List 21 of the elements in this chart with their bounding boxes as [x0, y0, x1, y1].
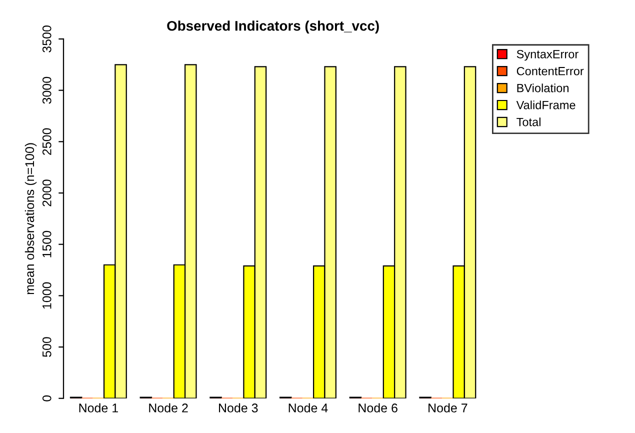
x-tick-label: Node 7	[428, 403, 468, 412]
x-tick-label: Node 6	[358, 403, 398, 412]
y-tick-label: 500	[42, 337, 52, 357]
y-tick-label: 2000	[42, 180, 52, 206]
y-tick-label: 1500	[42, 230, 52, 258]
y-tick-label: 3500	[42, 26, 52, 52]
legend-label: Total	[516, 118, 540, 126]
legend-label: ContentError	[516, 66, 584, 76]
y-tick-label: 3000	[42, 76, 52, 104]
y-tick-label: 2500	[42, 128, 52, 155]
y-axis-title: mean observations (n=100)	[24, 143, 37, 294]
y-tick-label: 1000	[42, 282, 52, 309]
x-tick-label: Node 4	[288, 403, 328, 412]
y-tick-label: 0	[42, 395, 52, 402]
legend-label: BViolation	[517, 84, 568, 92]
legend-label: ValidFrame	[516, 100, 576, 110]
chart-title: Observed Indicators (short_vcc)	[167, 20, 379, 34]
legend-label: SyntaxError	[516, 50, 578, 61]
x-tick-label: Node 3	[219, 403, 258, 412]
x-tick-label: Node 1	[79, 403, 118, 412]
x-tick-label: Node 2	[149, 403, 188, 412]
